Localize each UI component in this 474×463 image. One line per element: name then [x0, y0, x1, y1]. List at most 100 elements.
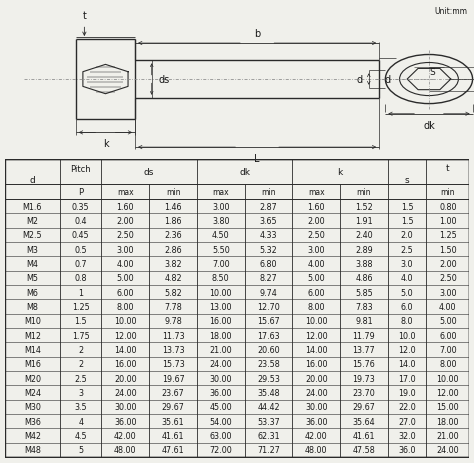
- Text: M8: M8: [27, 302, 38, 312]
- Text: 41.61: 41.61: [353, 431, 375, 440]
- Text: t: t: [82, 11, 86, 21]
- Text: M4: M4: [27, 260, 38, 269]
- Text: 21.00: 21.00: [210, 345, 232, 354]
- Text: 23.58: 23.58: [257, 360, 280, 369]
- Text: 4.33: 4.33: [260, 231, 277, 240]
- Text: 12.00: 12.00: [114, 331, 137, 340]
- Text: 10.00: 10.00: [114, 317, 137, 325]
- Text: 3.80: 3.80: [212, 217, 229, 225]
- Text: k: k: [337, 168, 343, 176]
- Text: 5.00: 5.00: [117, 274, 134, 283]
- Text: 8.50: 8.50: [212, 274, 229, 283]
- Text: max: max: [308, 188, 325, 196]
- Text: M12: M12: [24, 331, 41, 340]
- Text: 2.50: 2.50: [307, 231, 325, 240]
- Text: 6.00: 6.00: [439, 331, 456, 340]
- Text: 4.00: 4.00: [439, 302, 456, 312]
- Text: 1.50: 1.50: [439, 245, 456, 254]
- Text: 12.70: 12.70: [257, 302, 280, 312]
- Text: 6.00: 6.00: [308, 288, 325, 297]
- Text: 10.00: 10.00: [437, 374, 459, 383]
- Text: 1.86: 1.86: [164, 217, 182, 225]
- Text: 0.80: 0.80: [439, 202, 456, 212]
- Text: M6: M6: [27, 288, 38, 297]
- Text: 4.50: 4.50: [212, 231, 229, 240]
- Text: 2.00: 2.00: [117, 217, 134, 225]
- Text: 5: 5: [78, 445, 83, 454]
- Text: 29.53: 29.53: [257, 374, 280, 383]
- Text: 12.00: 12.00: [305, 331, 328, 340]
- Text: 54.00: 54.00: [210, 417, 232, 425]
- Text: dk: dk: [239, 168, 250, 176]
- Text: min: min: [166, 188, 180, 196]
- Text: d: d: [356, 75, 362, 85]
- Text: 16.00: 16.00: [114, 360, 137, 369]
- Text: 4.0: 4.0: [401, 274, 413, 283]
- Text: ds: ds: [159, 75, 170, 85]
- Text: b: b: [254, 29, 260, 38]
- Text: 15.00: 15.00: [437, 402, 459, 411]
- Text: 7.00: 7.00: [212, 260, 229, 269]
- Text: d: d: [385, 75, 391, 85]
- Text: 18.00: 18.00: [210, 331, 232, 340]
- Text: 42.00: 42.00: [114, 431, 137, 440]
- Text: 47.61: 47.61: [162, 445, 184, 454]
- Text: 1.75: 1.75: [72, 331, 90, 340]
- Text: 14.00: 14.00: [305, 345, 328, 354]
- Text: 9.81: 9.81: [355, 317, 373, 325]
- Text: 5.50: 5.50: [212, 245, 230, 254]
- Text: 36.0: 36.0: [398, 445, 416, 454]
- Text: 6.0: 6.0: [401, 302, 413, 312]
- Text: 2.5: 2.5: [74, 374, 87, 383]
- Text: 19.0: 19.0: [398, 388, 416, 397]
- Text: M1.6: M1.6: [23, 202, 42, 212]
- Text: 6.00: 6.00: [117, 288, 134, 297]
- Text: 5.0: 5.0: [401, 288, 413, 297]
- Text: 10.00: 10.00: [210, 288, 232, 297]
- Text: 0.4: 0.4: [74, 217, 87, 225]
- Text: 3.00: 3.00: [439, 288, 456, 297]
- Text: 24.00: 24.00: [210, 360, 232, 369]
- Text: 15.67: 15.67: [257, 317, 280, 325]
- Text: 3.82: 3.82: [164, 260, 182, 269]
- Text: 10.0: 10.0: [398, 331, 416, 340]
- Text: d: d: [29, 175, 35, 184]
- Text: M2: M2: [26, 217, 38, 225]
- Text: 1.5: 1.5: [74, 317, 87, 325]
- Text: 1.46: 1.46: [164, 202, 182, 212]
- Text: 12.00: 12.00: [437, 388, 459, 397]
- Text: 15.76: 15.76: [353, 360, 375, 369]
- Text: 1: 1: [78, 288, 83, 297]
- Text: t: t: [446, 164, 450, 173]
- Text: 22.0: 22.0: [398, 402, 416, 411]
- Text: min: min: [441, 188, 455, 196]
- Text: 7.83: 7.83: [355, 302, 373, 312]
- Text: 17.63: 17.63: [257, 331, 280, 340]
- Text: 48.00: 48.00: [114, 445, 137, 454]
- Text: max: max: [212, 188, 229, 196]
- Text: 7.78: 7.78: [164, 302, 182, 312]
- Text: s: s: [405, 175, 410, 184]
- Text: 17.0: 17.0: [398, 374, 416, 383]
- Text: 2.89: 2.89: [355, 245, 373, 254]
- Text: 3.65: 3.65: [260, 217, 277, 225]
- Text: 1.00: 1.00: [439, 217, 456, 225]
- Text: 14.0: 14.0: [398, 360, 416, 369]
- Text: 8.00: 8.00: [439, 360, 456, 369]
- Text: 1.5: 1.5: [401, 202, 413, 212]
- Text: 27.0: 27.0: [398, 417, 416, 425]
- Text: min: min: [261, 188, 276, 196]
- Text: M42: M42: [24, 431, 41, 440]
- Text: 0.5: 0.5: [74, 245, 87, 254]
- Text: 72.00: 72.00: [210, 445, 232, 454]
- Text: Unit:mm: Unit:mm: [434, 6, 467, 16]
- Text: 4: 4: [78, 417, 83, 425]
- Text: 2.00: 2.00: [308, 217, 325, 225]
- Text: 23.67: 23.67: [162, 388, 184, 397]
- Text: 35.64: 35.64: [353, 417, 375, 425]
- Text: 19.67: 19.67: [162, 374, 184, 383]
- Text: M20: M20: [24, 374, 41, 383]
- Text: 0.35: 0.35: [72, 202, 90, 212]
- Text: 4.5: 4.5: [74, 431, 87, 440]
- Text: 3.88: 3.88: [355, 260, 373, 269]
